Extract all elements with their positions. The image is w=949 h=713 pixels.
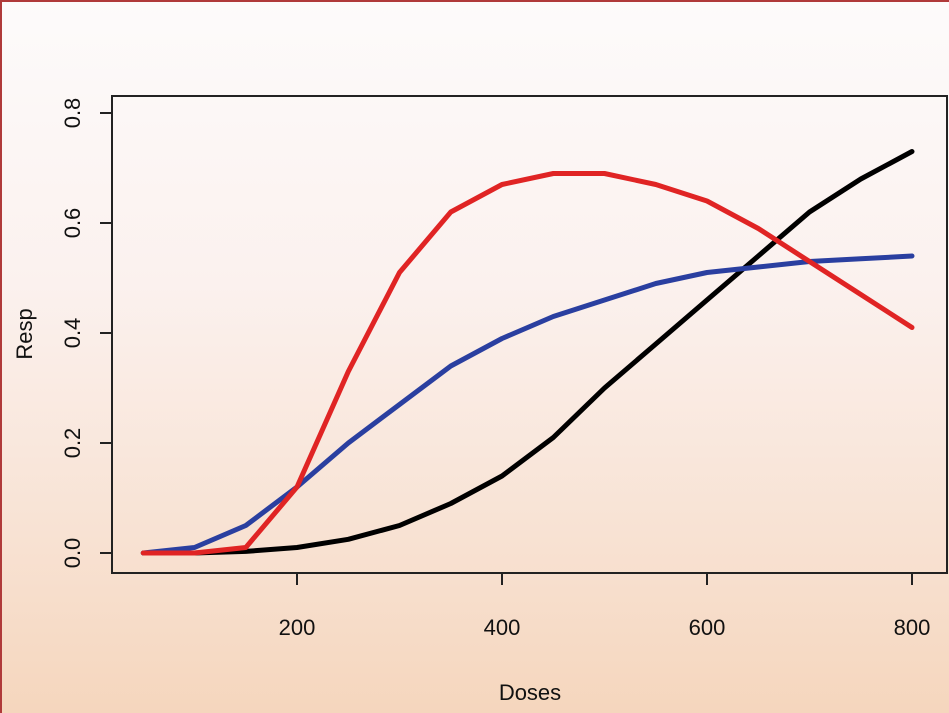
- x-tick-label: 200: [279, 615, 316, 640]
- y-axis-title: Resp: [12, 308, 37, 359]
- x-axis-title: Doses: [499, 680, 561, 705]
- y-tick-label: 0.8: [60, 98, 85, 129]
- y-tick-label: 0.2: [60, 428, 85, 459]
- x-tick-label: 400: [484, 615, 521, 640]
- series-line-red: [140, 171, 915, 556]
- y-tick-label: 0.6: [60, 208, 85, 239]
- plot-box: [111, 95, 948, 574]
- x-tick-label: 800: [894, 615, 931, 640]
- y-tick-label: 0.4: [60, 318, 85, 349]
- y-tick-label: 0.0: [60, 538, 85, 569]
- x-tick-label: 600: [689, 615, 726, 640]
- series-line-blue: [140, 253, 915, 556]
- series-line-black: [140, 149, 915, 556]
